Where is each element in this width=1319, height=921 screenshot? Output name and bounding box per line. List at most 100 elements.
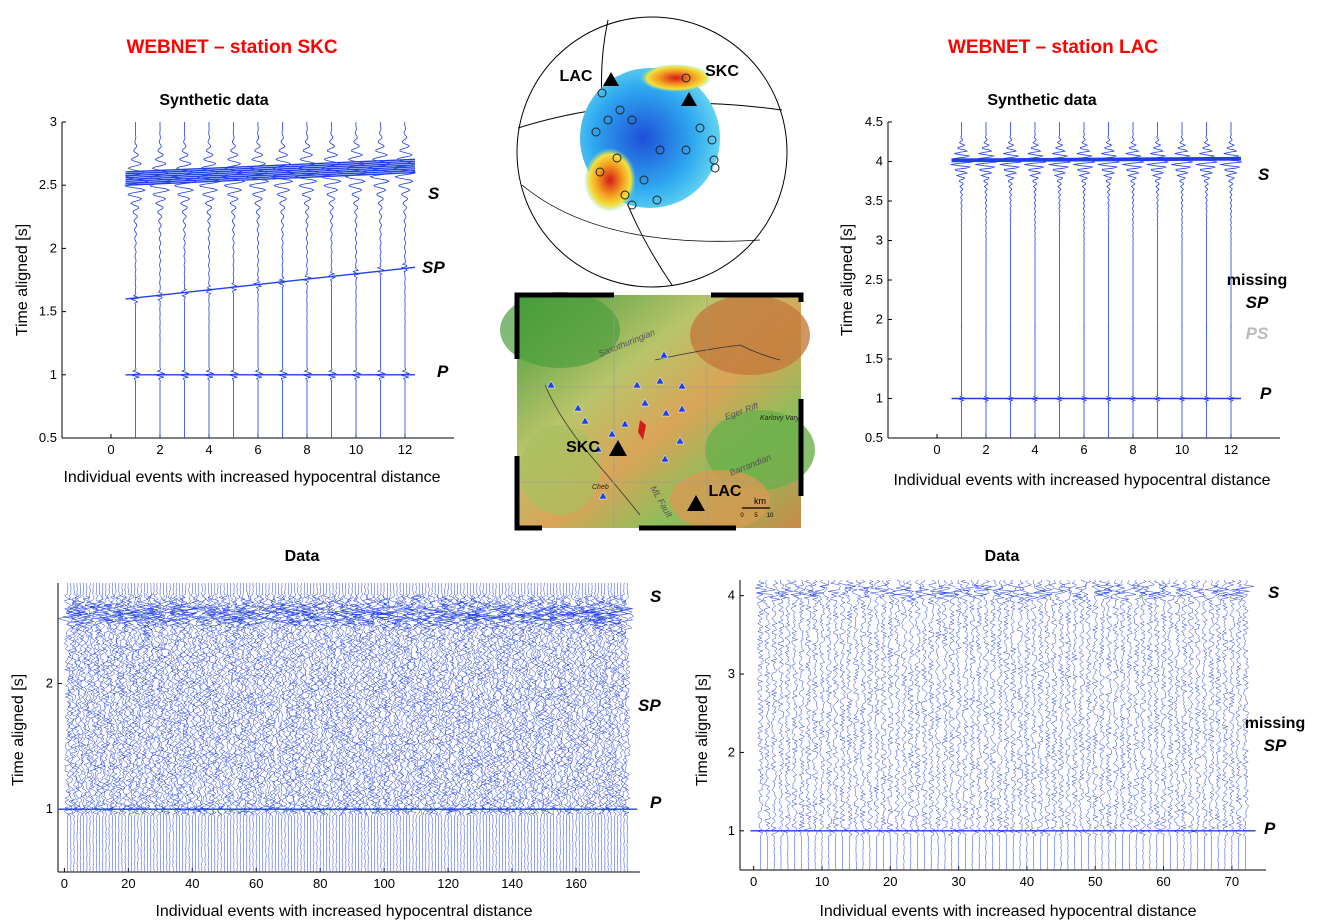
trace	[293, 582, 309, 873]
panel-title: Data	[285, 548, 320, 565]
trace	[387, 582, 406, 873]
y-tick-label: 3	[728, 666, 735, 681]
trace	[1073, 122, 1095, 438]
trace	[495, 582, 510, 873]
trace	[1136, 579, 1150, 871]
trace	[173, 582, 189, 872]
trace	[209, 582, 226, 873]
phase-line	[951, 156, 1242, 160]
x-tick-label: 30	[951, 874, 965, 889]
trace	[291, 582, 305, 873]
trace	[84, 582, 99, 873]
trace	[346, 582, 367, 873]
trace	[315, 583, 332, 873]
trace	[608, 583, 626, 873]
trace	[1097, 122, 1120, 438]
terrain-central	[520, 425, 600, 515]
panel-title: Synthetic data	[987, 92, 1096, 109]
trace	[301, 582, 318, 872]
trace	[297, 582, 313, 873]
x-tick-label: 6	[254, 442, 261, 457]
scale-tick: 0	[740, 513, 744, 519]
trace	[958, 579, 972, 871]
trace	[116, 582, 130, 873]
trace	[325, 583, 339, 873]
trace	[1198, 579, 1210, 871]
trace	[1148, 579, 1166, 871]
trace	[283, 582, 300, 873]
trace	[807, 579, 820, 871]
trace	[410, 582, 424, 873]
trace	[1042, 579, 1053, 871]
trace	[338, 582, 352, 873]
trace	[1091, 579, 1103, 871]
trace	[517, 582, 535, 873]
trace	[441, 583, 457, 873]
trace	[1157, 579, 1168, 870]
trace	[984, 579, 1000, 871]
phase-line	[125, 164, 416, 179]
trace	[998, 579, 1015, 871]
x-tick-label: 8	[1129, 442, 1136, 457]
event-marker	[639, 175, 649, 185]
trace	[158, 582, 175, 873]
trace	[910, 579, 923, 871]
x-tick-label: 0	[61, 876, 68, 891]
scale-unit: km	[754, 496, 766, 506]
trace	[884, 579, 898, 871]
trace	[113, 582, 125, 873]
station-marker-skc	[609, 440, 627, 456]
x-tick-label: 10	[1175, 442, 1189, 457]
event-marker	[627, 200, 637, 210]
trace	[467, 583, 482, 873]
trace	[615, 582, 632, 873]
trace	[1216, 579, 1231, 871]
trace	[1114, 579, 1128, 871]
trace	[425, 582, 443, 873]
event-marker	[627, 115, 637, 125]
trace	[827, 579, 841, 871]
sphere-label-lac: LAC	[560, 68, 593, 85]
trace	[1195, 122, 1218, 438]
x-tick-label: 6	[1080, 442, 1087, 457]
trace	[789, 579, 806, 871]
trace	[476, 582, 496, 873]
x-tick-label: 80	[313, 876, 327, 891]
x-tick-label: 60	[1156, 874, 1170, 889]
border-line	[544, 384, 641, 516]
x-tick-label: 0	[107, 442, 114, 457]
station-marker	[655, 376, 665, 385]
x-tick-label: 10	[815, 874, 829, 889]
trace	[937, 579, 953, 871]
trace	[566, 582, 581, 873]
station-marker-lac	[687, 495, 705, 511]
trace	[596, 582, 615, 872]
trace	[802, 579, 816, 871]
trace	[1122, 122, 1144, 438]
trace	[169, 582, 188, 873]
phase-label-sp: SP	[422, 258, 445, 277]
trace	[1024, 122, 1046, 438]
phase-label-s: S	[650, 587, 662, 606]
trace	[585, 583, 602, 873]
trace	[578, 582, 597, 873]
phase-line	[125, 266, 416, 300]
trace	[349, 583, 366, 873]
trace	[391, 121, 416, 438]
panel-title: Data	[985, 548, 1020, 565]
trace	[410, 582, 428, 873]
x-tick-label: 2	[156, 442, 163, 457]
x-tick-label: 60	[249, 876, 263, 891]
trace	[1162, 579, 1177, 871]
trace	[176, 582, 197, 873]
trace	[1170, 579, 1184, 871]
trace	[187, 582, 203, 873]
trace	[160, 582, 177, 873]
y-tick-label: 2.5	[865, 272, 883, 287]
focal-sphere: LAC SKC	[516, 16, 788, 288]
data-lac-panel: Data 0 10 20 30 40 50 60 70 1 2 3 4 Individual even…	[694, 548, 1305, 920]
phase-line	[951, 157, 1242, 161]
trace	[57, 582, 77, 873]
trace	[124, 122, 149, 438]
trace	[547, 582, 559, 872]
